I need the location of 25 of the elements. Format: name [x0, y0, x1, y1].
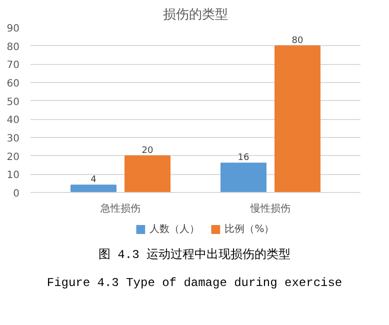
x-tick-label: 急性损伤 [100, 202, 140, 214]
y-tick-label: 60 [6, 78, 20, 90]
bar [274, 45, 320, 192]
data-label: 80 [292, 36, 304, 46]
y-tick-label: 30 [6, 134, 20, 144]
y-tick-label: 70 [6, 60, 20, 72]
caption: 图 4.3 运动过程中出现损伤的类型 [98, 247, 290, 264]
legend-label: 人数（人） [150, 223, 200, 236]
y-tick-label: 90 [6, 24, 20, 34]
data-label: 16 [238, 153, 250, 164]
legend-label: 比例（%） [224, 222, 274, 236]
bar [70, 184, 116, 192]
y-tick-label: 20 [6, 152, 20, 163]
bar [124, 155, 170, 192]
y-tick-label: 40 [6, 115, 20, 126]
y-tick-label: 80 [6, 42, 20, 53]
y-tick-label: 10 [6, 170, 20, 182]
data-label: 4 [90, 175, 97, 186]
chart-title: 损伤的类型 [163, 8, 228, 22]
y-tick-label: 0 [13, 188, 20, 200]
x-tick-label: 慢性损伤 [250, 202, 290, 214]
caption: Figure 4.3 Type of damage during exercise [46, 275, 342, 292]
bar [220, 162, 266, 192]
data-label: 20 [142, 146, 154, 156]
y-tick-label: 50 [6, 96, 20, 108]
